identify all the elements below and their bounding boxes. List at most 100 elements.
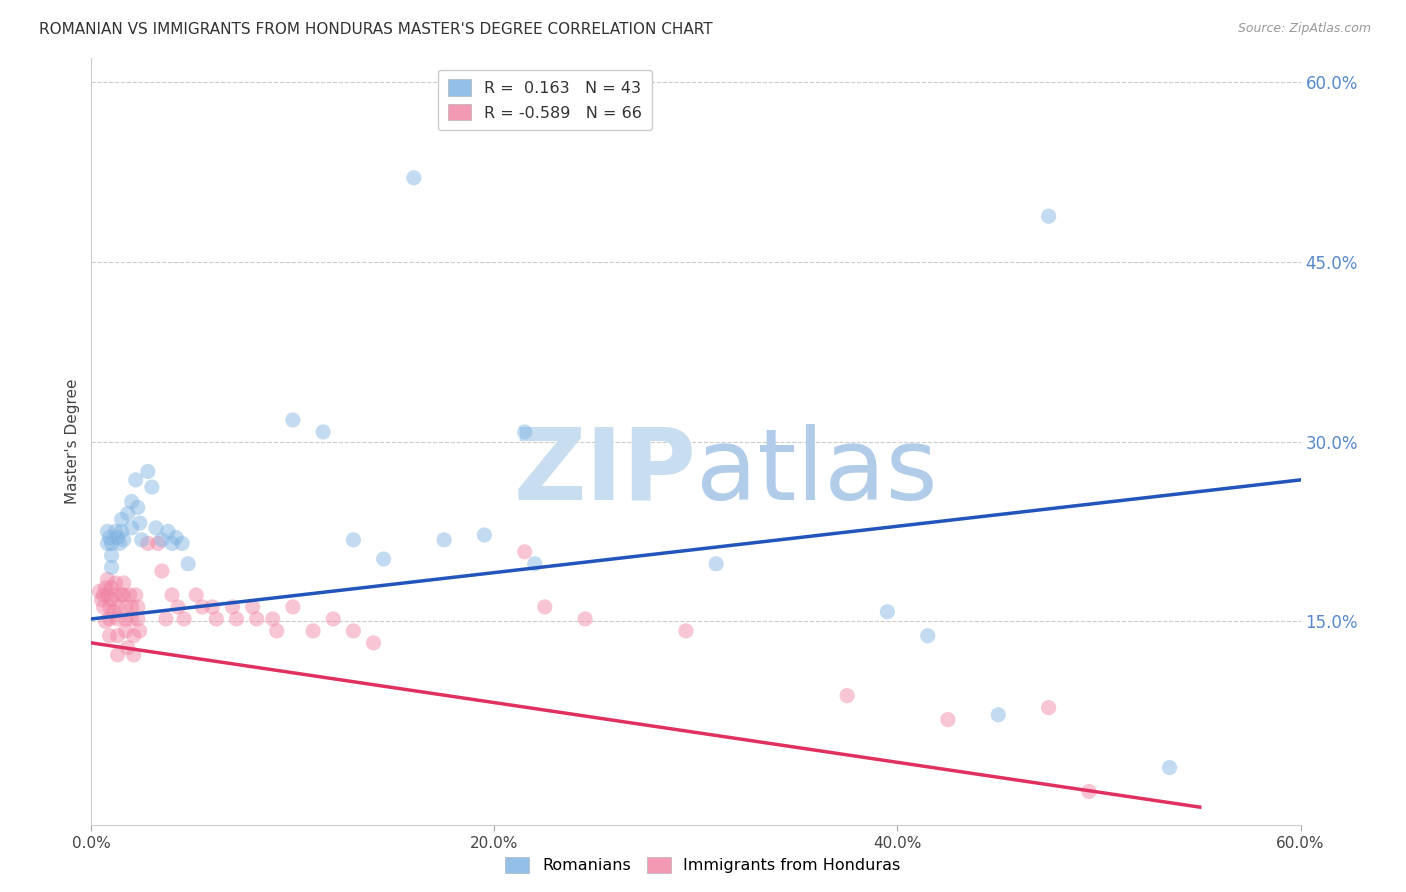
Point: [122, 648, 145, 662]
Point: [876, 605, 898, 619]
Point: [96, 588, 118, 602]
Point: [107, 612, 129, 626]
Point: [117, 507, 139, 521]
Point: [107, 629, 129, 643]
Point: [155, 612, 177, 626]
Point: [246, 612, 269, 626]
Point: [98, 530, 121, 544]
Point: [574, 612, 596, 626]
Point: [201, 599, 224, 614]
Point: [433, 533, 456, 547]
Point: [121, 494, 143, 508]
Text: Source: ZipAtlas.com: Source: ZipAtlas.com: [1237, 22, 1371, 36]
Point: [141, 480, 163, 494]
Point: [281, 599, 304, 614]
Point: [146, 536, 169, 550]
Point: [131, 533, 153, 547]
Point: [93, 588, 115, 602]
Point: [103, 605, 125, 619]
Point: [114, 624, 136, 638]
Point: [112, 576, 135, 591]
Point: [96, 536, 118, 550]
Point: [94, 581, 117, 595]
Point: [145, 521, 167, 535]
Point: [160, 588, 183, 602]
Point: [100, 549, 122, 563]
Point: [242, 599, 264, 614]
Point: [675, 624, 697, 638]
Point: [225, 612, 247, 626]
Point: [281, 413, 304, 427]
Point: [127, 612, 149, 626]
Point: [108, 536, 131, 550]
Point: [96, 524, 118, 539]
Point: [373, 552, 395, 566]
Text: ROMANIAN VS IMMIGRANTS FROM HONDURAS MASTER'S DEGREE CORRELATION CHART: ROMANIAN VS IMMIGRANTS FROM HONDURAS MAS…: [39, 22, 713, 37]
Point: [191, 599, 214, 614]
Point: [104, 524, 127, 539]
Point: [150, 533, 173, 547]
Point: [125, 473, 148, 487]
Point: [107, 599, 129, 614]
Point: [127, 599, 149, 614]
Point: [128, 624, 150, 638]
Point: [117, 640, 139, 655]
Point: [1038, 209, 1060, 223]
Point: [513, 425, 536, 439]
Point: [221, 599, 243, 614]
Point: [98, 629, 121, 643]
Point: [704, 557, 727, 571]
Point: [936, 713, 959, 727]
Point: [173, 612, 195, 626]
Point: [1038, 700, 1060, 714]
Point: [122, 629, 145, 643]
Point: [111, 512, 132, 526]
Point: [112, 533, 135, 547]
Point: [121, 612, 143, 626]
Point: [835, 689, 858, 703]
Point: [302, 624, 325, 638]
Point: [121, 599, 143, 614]
Point: [266, 624, 288, 638]
Point: [533, 599, 555, 614]
Point: [98, 599, 121, 614]
Point: [93, 599, 115, 614]
Point: [128, 516, 150, 530]
Point: [156, 524, 179, 539]
Point: [90, 592, 112, 607]
Point: [114, 599, 136, 614]
Point: [167, 599, 190, 614]
Point: [1077, 784, 1099, 798]
Point: [114, 612, 136, 626]
Text: atlas: atlas: [696, 424, 938, 521]
Point: [165, 530, 187, 544]
Point: [172, 536, 194, 550]
Y-axis label: Master's Degree: Master's Degree: [65, 379, 80, 504]
Point: [150, 564, 173, 578]
Point: [205, 612, 228, 626]
Point: [127, 500, 149, 515]
Point: [104, 588, 127, 602]
Point: [98, 612, 121, 626]
Point: [118, 588, 141, 602]
Point: [96, 573, 118, 587]
Point: [111, 524, 132, 539]
Point: [262, 612, 284, 626]
Point: [160, 536, 183, 550]
Point: [402, 170, 425, 185]
Point: [523, 557, 546, 571]
Point: [136, 536, 159, 550]
Point: [322, 612, 344, 626]
Point: [472, 528, 495, 542]
Point: [107, 648, 129, 662]
Point: [342, 624, 364, 638]
Point: [104, 576, 127, 591]
Point: [94, 615, 117, 629]
Point: [177, 557, 200, 571]
Point: [136, 465, 159, 479]
Point: [917, 629, 939, 643]
Point: [513, 545, 536, 559]
Point: [100, 581, 122, 595]
Text: ZIP: ZIP: [513, 424, 696, 521]
Point: [111, 588, 132, 602]
